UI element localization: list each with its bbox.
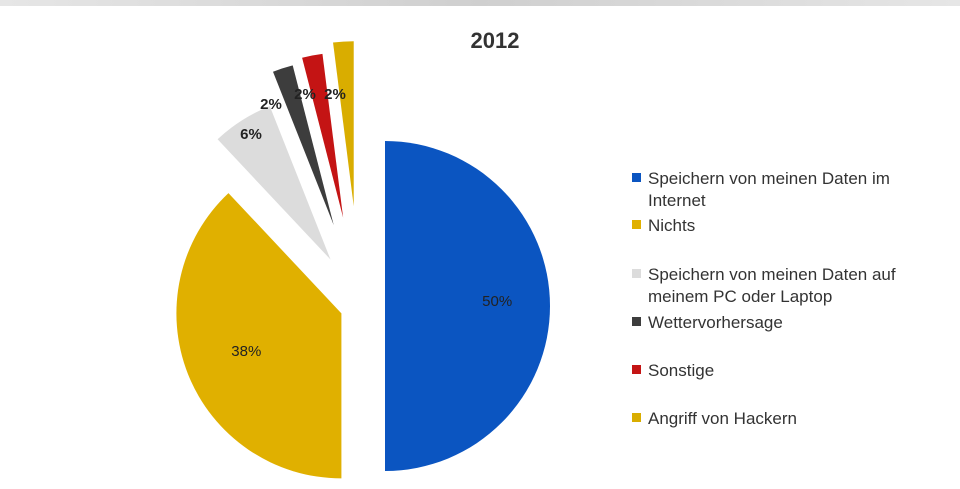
legend-item-hacker: Angriff von Hackern xyxy=(632,408,797,430)
legend-label-wetter: Wettervorhersage xyxy=(648,313,783,332)
pie-slice-wetter xyxy=(272,65,334,226)
legend-swatch-nichts xyxy=(632,220,641,229)
legend-item-sonstige: Sonstige xyxy=(632,360,714,382)
pie-slice-hacker xyxy=(333,41,354,207)
legend-label-nichts: Nichts xyxy=(648,216,696,235)
pie-slice-sonstige xyxy=(302,53,344,218)
slice-label-internet: 50% xyxy=(482,293,512,310)
pie-slice-pc xyxy=(217,106,331,260)
legend-item-nichts: Nichts xyxy=(632,215,695,237)
legend-label-hacker: Angriff von Hackern xyxy=(648,409,797,428)
legend-swatch-wetter xyxy=(632,317,641,326)
legend-swatch-sonstige xyxy=(632,365,641,374)
legend-label-sonstige: Sonstige xyxy=(648,361,715,380)
pie-slice-internet xyxy=(385,141,550,471)
legend-swatch-internet xyxy=(632,173,641,182)
legend-item-internet: Speichern von meinen Daten im Internet xyxy=(632,168,942,212)
slice-label-wetter: 2% xyxy=(260,96,282,113)
legend-label-pc: Speichern von meinen Daten auf meinem PC… xyxy=(648,265,896,306)
pie-slice-nichts xyxy=(176,193,342,479)
slice-label-hacker: 2% xyxy=(324,86,346,103)
legend-label-internet: Speichern von meinen Daten im Internet xyxy=(648,169,890,210)
slice-label-nichts: 38% xyxy=(231,343,261,360)
legend-item-wetter: Wettervorhersage xyxy=(632,312,783,334)
legend-swatch-hacker xyxy=(632,413,641,422)
slice-label-sonstige: 2% xyxy=(294,86,316,103)
slice-label-pc: 6% xyxy=(240,126,262,143)
legend-item-pc: Speichern von meinen Daten auf meinem PC… xyxy=(632,264,942,308)
top-bar xyxy=(0,0,960,6)
legend-swatch-pc xyxy=(632,269,641,278)
chart-title: 2012 xyxy=(470,28,520,53)
